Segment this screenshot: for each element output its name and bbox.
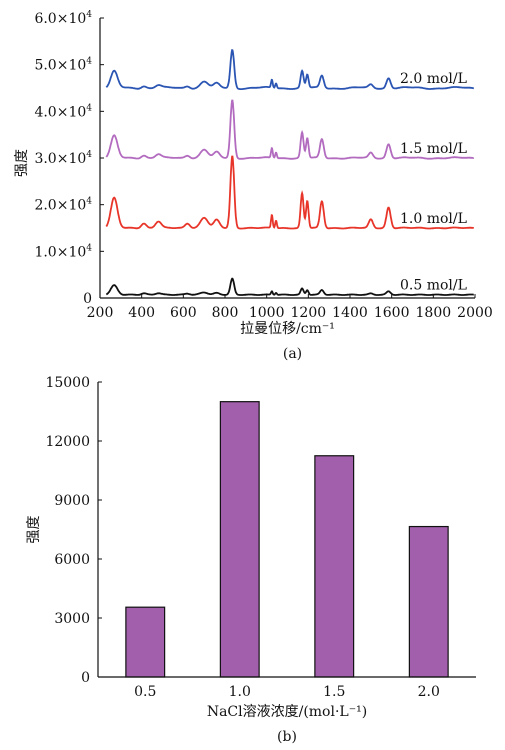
x-tick-label: 2000 [457,305,493,321]
x-tick-label: 1.0 [229,684,251,700]
y-tick-exponent: 4 [86,103,92,113]
intensity-bar-chart: 0.5 1.0 1.5 2.0 0 3000 6000 9000 12000 15000 NaC… [26,375,476,745]
y-tick-label: 6.0×104 [34,10,92,27]
axes [97,382,476,678]
x-tick-label: 1000 [249,305,285,321]
spectrum-line [105,277,474,296]
x-ticks: 200 400 600 800 1000 1200 1400 1600 1800 2000 [87,294,493,321]
x-axis-label: NaCl溶液浓度/(mol·L⁻¹) [207,704,367,720]
bar [125,606,166,678]
x-axis-label: 拉曼位移/cm⁻¹ [240,321,335,337]
x-tick-label: 0.5 [134,684,156,700]
spectrum-line [105,99,474,160]
y-tick-label: 15000 [45,375,90,391]
bars [125,401,449,678]
bar [314,455,355,678]
y-tick-exponent: 4 [86,10,92,20]
y-axis-label: 强度 [26,516,42,544]
panel-caption-b: (b) [277,729,297,745]
series-labels: 0.5 mol/L 1.0 mol/L 1.5 mol/L 2.0 mol/L [400,71,467,294]
x-tick-label: 800 [212,305,239,321]
y-tick-label: 2.0×104 [34,197,92,214]
y-tick-label: 1.0×104 [34,243,92,260]
y-tick-label: 5.0×104 [34,57,92,74]
spectrum-line [105,155,474,230]
y-tick-exponent: 4 [86,57,92,67]
raman-spectra-chart: 200 400 600 800 1000 1200 1400 1600 1800 2000 0 1.… [14,10,493,362]
x-tick-label: 600 [170,305,197,321]
y-tick-label: 0 [81,670,90,686]
bar [408,525,449,678]
x-tick-label: 400 [128,305,155,321]
x-tick-label: 1600 [374,305,410,321]
spectrum-line [105,49,474,90]
y-ticks: 0 1.0×104 2.0×104 3.0×104 4.0×104 5.0×104 6.0×… [34,10,104,307]
y-tick-exponent: 4 [86,197,92,207]
x-tick-label: 1400 [332,305,368,321]
x-tick-label: 1800 [416,305,452,321]
series-label: 0.5 mol/L [400,278,467,294]
series-group [105,49,474,296]
series-label: 1.0 mol/L [400,211,467,227]
y-axis-label: 强度 [14,149,30,177]
bar [219,401,260,678]
y-tick-label: 6000 [54,552,90,568]
panel-caption-a: (a) [283,346,302,362]
x-tick-label: 200 [87,305,114,321]
y-ticks: 0 3000 6000 9000 12000 15000 [45,375,102,686]
y-tick-label: 12000 [45,434,90,450]
x-tick-label: 1200 [291,305,327,321]
series-label: 1.5 mol/L [400,141,467,157]
y-tick-exponent: 4 [86,150,92,160]
y-tick-label: 9000 [54,493,90,509]
x-tick-label: 2.0 [418,684,440,700]
y-tick-label: 0 [83,291,92,307]
x-tick-label: 1.5 [323,684,345,700]
x-ticks: 0.5 1.0 1.5 2.0 [134,684,440,700]
y-tick-label: 3.0×104 [34,150,92,167]
y-tick-exponent: 4 [86,243,92,253]
y-tick-label: 4.0×104 [34,103,92,120]
series-label: 2.0 mol/L [400,71,467,87]
y-tick-label: 3000 [54,611,90,627]
